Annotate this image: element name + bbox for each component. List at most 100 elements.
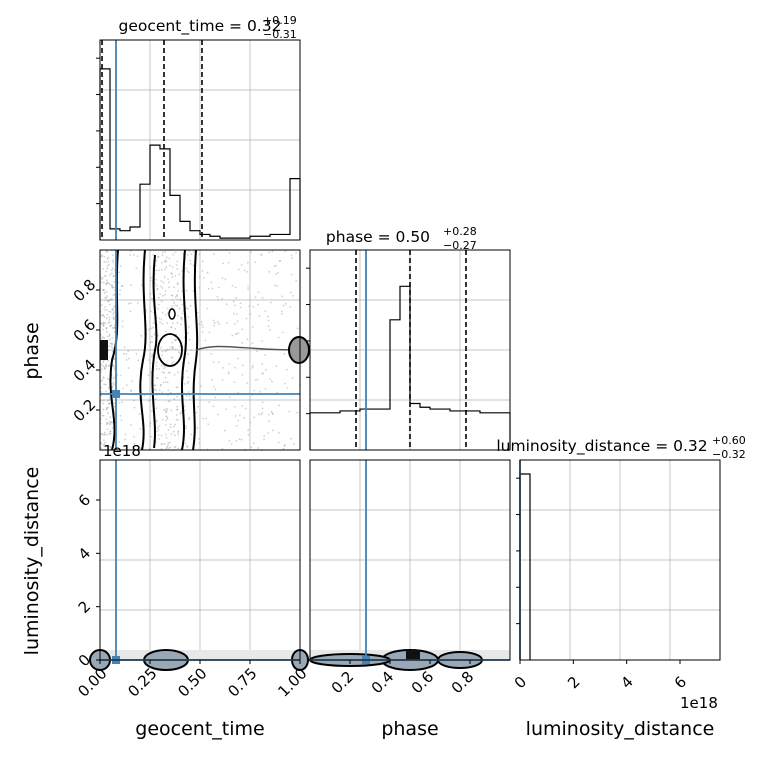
sample-point (113, 275, 116, 277)
sample-point (158, 317, 161, 320)
sample-point (260, 253, 263, 256)
xlabel-luminosity-distance: luminosity_distance (526, 718, 715, 740)
sample-point (235, 424, 238, 427)
sample-point (108, 423, 111, 426)
sample-point (104, 296, 106, 299)
sample-point (246, 270, 249, 273)
sample-point (281, 312, 283, 315)
sample-point (186, 253, 189, 256)
sample-point (175, 338, 178, 341)
sample-point (113, 368, 116, 371)
sample-point (102, 289, 104, 291)
sample-point (140, 334, 143, 337)
sample-point (121, 325, 124, 328)
sample-point (253, 416, 256, 419)
sample-point (251, 326, 254, 328)
sample-point (106, 408, 108, 411)
sample-point (165, 349, 168, 352)
sample-point (221, 447, 224, 450)
sample-point (171, 345, 174, 348)
sample-point (109, 422, 112, 424)
sample-point (235, 333, 237, 336)
sample-point (180, 323, 182, 326)
sample-point (174, 251, 177, 254)
sample-point (111, 427, 114, 430)
sample-point (109, 445, 111, 448)
sample-point (260, 413, 263, 416)
sample-point (135, 352, 138, 355)
sample-point (111, 350, 114, 353)
sample-point (217, 298, 220, 301)
sample-point (271, 250, 274, 253)
sample-point (107, 386, 110, 389)
sample-point (160, 280, 163, 282)
sample-point (268, 270, 271, 273)
sample-point (171, 273, 173, 276)
sample-point (195, 411, 198, 414)
sample-point (155, 407, 158, 410)
sample-point (160, 443, 163, 446)
sample-point (189, 259, 191, 262)
sample-point (136, 255, 139, 258)
sample-point (105, 331, 108, 333)
sample-point (190, 433, 193, 436)
sample-point (218, 323, 221, 325)
sample-point (263, 438, 265, 441)
sample-point (165, 423, 167, 426)
sample-point (101, 379, 103, 382)
sample-point (158, 389, 161, 392)
sample-point (151, 355, 153, 358)
sample-point (256, 378, 259, 381)
sample-point (103, 366, 106, 369)
sample-point (247, 288, 249, 291)
histogram-step (519, 473, 531, 660)
sample-point (118, 271, 120, 274)
sample-point (224, 278, 227, 281)
sample-point (164, 381, 167, 384)
sample-point (167, 400, 170, 403)
sample-point (103, 260, 106, 263)
sample-point (108, 398, 111, 401)
sample-point (250, 251, 252, 254)
sample-point (180, 317, 183, 319)
sample-point (103, 292, 106, 294)
sample-point (204, 339, 207, 342)
sample-point (168, 371, 171, 374)
sample-point (123, 352, 125, 355)
sample-point (157, 428, 160, 431)
sample-point (187, 362, 190, 365)
sample-point (241, 404, 244, 407)
sample-point (125, 353, 128, 355)
sample-point (112, 364, 115, 367)
sample-point (170, 356, 173, 359)
sample-point (251, 342, 254, 345)
sample-point (174, 339, 177, 342)
sample-point (170, 294, 173, 297)
sample-point (168, 348, 171, 351)
sample-point (108, 402, 111, 405)
sample-point (125, 359, 128, 361)
sample-point (102, 325, 105, 327)
sample-point (234, 304, 236, 307)
sample-point (160, 346, 163, 349)
sample-point (282, 447, 285, 450)
sample-point (261, 372, 264, 375)
sample-point (110, 324, 113, 327)
sample-point (161, 322, 164, 325)
sample-point (206, 271, 209, 274)
sample-point (105, 317, 108, 320)
sample-point (265, 368, 268, 371)
sample-point (102, 328, 105, 331)
sample-point (121, 401, 124, 403)
sample-point (113, 281, 116, 283)
sample-point (107, 260, 110, 263)
sample-point (172, 253, 175, 256)
sample-point (102, 324, 105, 327)
sample-point (172, 360, 175, 363)
sample-point (143, 394, 146, 397)
sample-point (161, 442, 164, 445)
sample-point (175, 264, 178, 267)
sample-point (167, 442, 170, 445)
sample-point (106, 250, 109, 253)
sample-point (161, 254, 164, 257)
